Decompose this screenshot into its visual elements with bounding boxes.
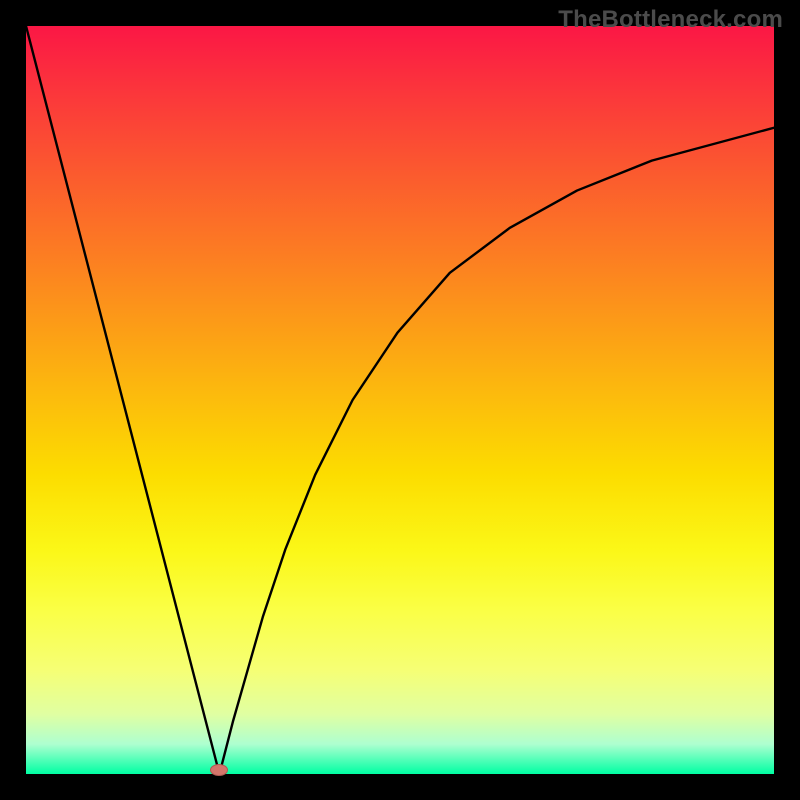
plot-area — [26, 26, 774, 774]
bottleneck-curve — [26, 26, 774, 774]
curve-svg — [26, 26, 774, 774]
minimum-marker — [210, 764, 228, 776]
watermark-text: TheBottleneck.com — [558, 6, 783, 34]
chart-container: TheBottleneck.com — [0, 0, 800, 800]
